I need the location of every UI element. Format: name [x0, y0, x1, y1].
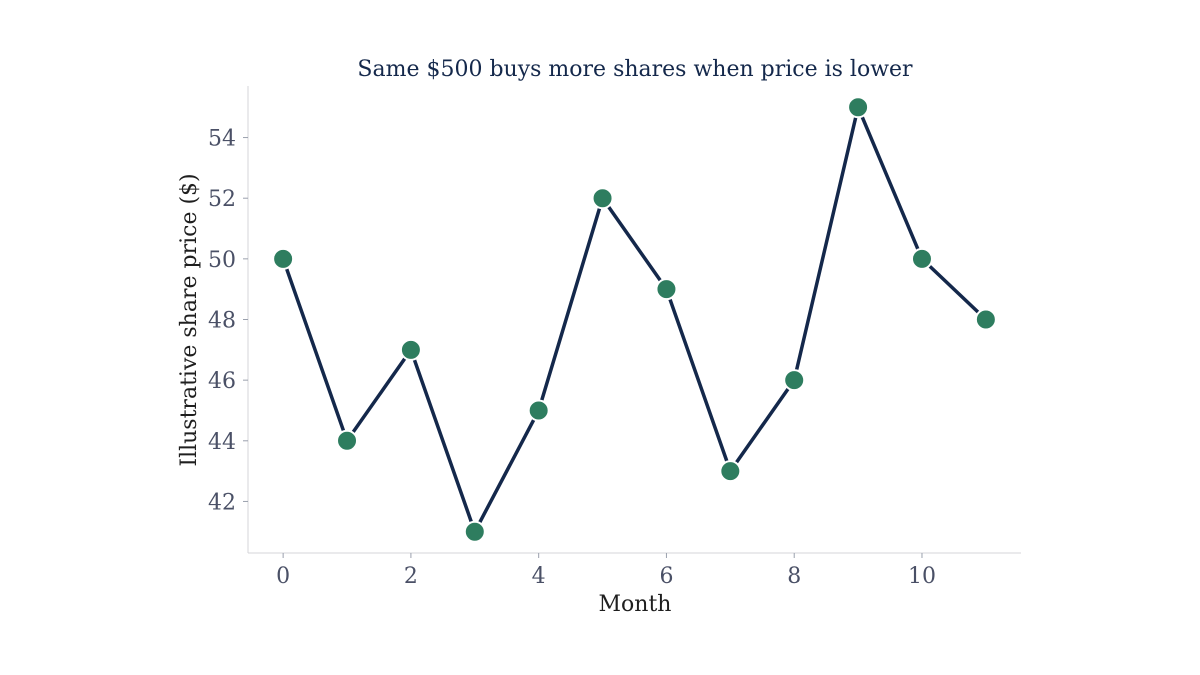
- x-axis-ticks: 0 2 4 6 8 10: [276, 553, 936, 589]
- axes: [247, 86, 1021, 554]
- data-point: [910, 247, 933, 270]
- chart-title: Same $500 buys more shares when price is…: [357, 57, 913, 82]
- x-tick-label: 0: [276, 564, 290, 589]
- y-tick-label: 44: [208, 430, 236, 455]
- y-axis-ticks: 42 44 46 48 50 52 54: [208, 127, 248, 515]
- data-point: [272, 247, 295, 270]
- y-tick-label: 50: [208, 248, 236, 273]
- data-point: [336, 429, 359, 452]
- x-axis-label: Month: [599, 592, 672, 617]
- series-line: [281, 105, 988, 534]
- y-tick-label: 46: [208, 369, 236, 394]
- data-point: [847, 96, 870, 119]
- x-tick-label: 8: [787, 564, 801, 589]
- x-tick-label: 2: [404, 564, 418, 589]
- data-point: [399, 338, 422, 361]
- data-point: [591, 187, 614, 210]
- y-tick-label: 52: [208, 187, 236, 212]
- data-point: [974, 308, 997, 331]
- y-tick-label: 42: [208, 490, 236, 515]
- data-point: [463, 520, 486, 543]
- data-point: [655, 278, 678, 301]
- data-point: [527, 399, 550, 422]
- x-tick-label: 6: [659, 564, 673, 589]
- y-tick-label: 54: [208, 127, 236, 152]
- x-tick-label: 4: [532, 564, 546, 589]
- y-axis-label: Illustrative share price ($): [177, 173, 202, 466]
- data-point: [719, 460, 742, 483]
- series-layer: [272, 96, 997, 543]
- y-tick-label: 48: [208, 309, 236, 334]
- data-point: [783, 369, 806, 392]
- x-tick-label: 10: [908, 564, 936, 589]
